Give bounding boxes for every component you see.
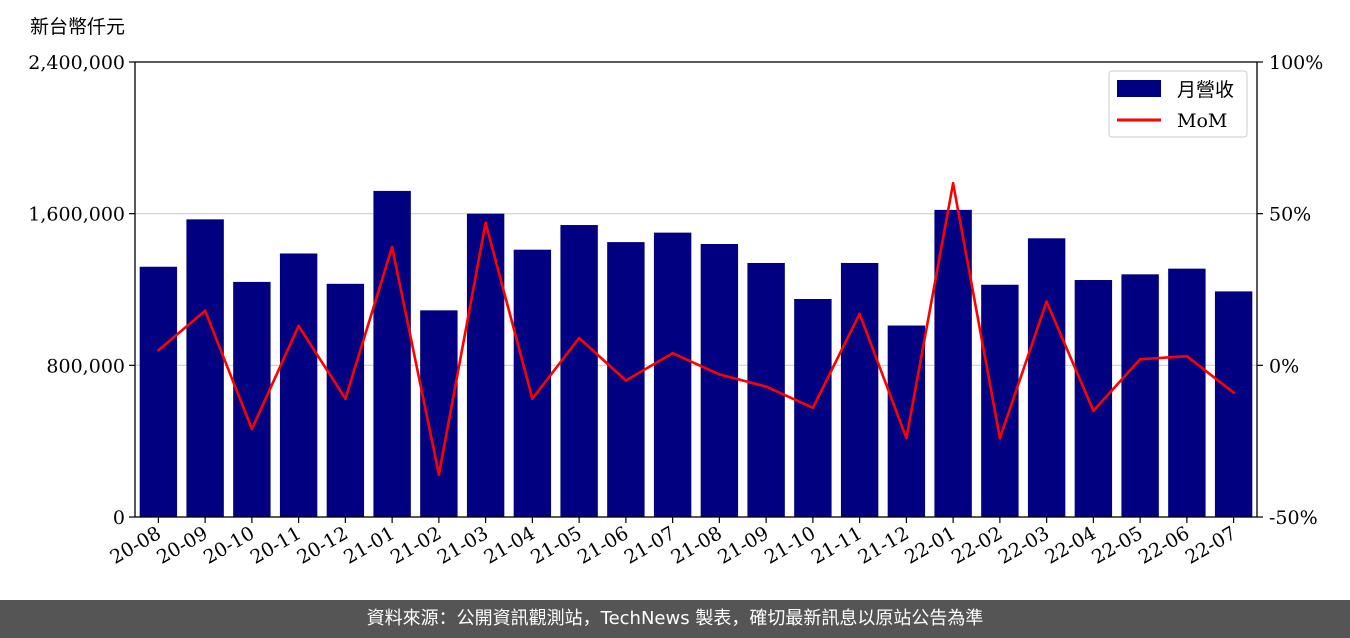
x-tick-label-20-09: 20-09 bbox=[153, 522, 211, 568]
left-tick-label-1: 800,000 bbox=[46, 355, 125, 377]
bar-22-04 bbox=[1074, 280, 1113, 517]
left-tick-label-0: 0 bbox=[113, 507, 125, 529]
bar-21-08 bbox=[700, 244, 739, 517]
x-tick-label-21-02: 21-02 bbox=[387, 522, 445, 568]
x-tick-label-22-05: 22-05 bbox=[1088, 522, 1146, 568]
mom-point-21-08 bbox=[718, 373, 721, 376]
mom-point-22-07 bbox=[1232, 391, 1235, 394]
bar-20-09 bbox=[186, 219, 224, 517]
bar-21-12 bbox=[887, 325, 926, 517]
bar-21-11 bbox=[840, 262, 879, 517]
bar-21-03 bbox=[466, 213, 505, 517]
mom-point-21-07 bbox=[671, 351, 674, 355]
plot-frame bbox=[134, 61, 1258, 518]
x-tick-label-21-04: 21-04 bbox=[480, 522, 538, 568]
mom-point-21-11 bbox=[858, 312, 861, 316]
x-axis-ticks: 20-0820-0920-1020-1120-1221-0121-0221-03… bbox=[106, 517, 1240, 569]
x-tick-label-21-07: 21-07 bbox=[621, 522, 679, 568]
right-tick-label-3: 100% bbox=[1269, 52, 1323, 74]
right-tick-label-2: 50% bbox=[1269, 204, 1311, 226]
mom-point-21-04 bbox=[531, 397, 534, 401]
right-tick-label-1: 0% bbox=[1269, 355, 1299, 377]
right-tick-label-0: -50% bbox=[1269, 507, 1318, 529]
right-axis-ticks: -50% 0% 50% 100% bbox=[1257, 52, 1323, 529]
mom-point-22-06 bbox=[1185, 354, 1189, 358]
mom-point-22-04 bbox=[1092, 409, 1095, 413]
left-tick-label-2: 1,600,000 bbox=[28, 204, 125, 226]
bar-series bbox=[139, 190, 1253, 517]
source-footer: 資料來源：公開資訊觀測站，TechNews 製表，確切最新訊息以原站公告為準 bbox=[0, 600, 1350, 638]
x-tick-label-21-08: 21-08 bbox=[667, 522, 725, 568]
x-tick-label-22-03: 22-03 bbox=[995, 522, 1053, 568]
x-tick-label-20-10: 20-10 bbox=[200, 522, 258, 568]
bar-20-08 bbox=[139, 266, 178, 517]
left-axis-ticks: 0 800,000 1,600,000 2,400,000 bbox=[28, 52, 135, 529]
bar-22-03 bbox=[1027, 238, 1066, 517]
mom-point-22-03 bbox=[1045, 300, 1048, 303]
bar-20-11 bbox=[279, 253, 318, 517]
bar-21-07 bbox=[653, 232, 692, 517]
x-tick-label-21-05: 21-05 bbox=[527, 522, 585, 568]
mom-point-21-01 bbox=[390, 245, 394, 249]
bar-21-01 bbox=[373, 190, 411, 517]
mom-point-20-09 bbox=[203, 309, 207, 313]
x-tick-label-21-10: 21-10 bbox=[761, 522, 819, 568]
x-tick-label-21-11: 21-11 bbox=[808, 522, 866, 568]
mom-point-20-10 bbox=[250, 427, 254, 431]
legend-bar-label: 月營收 bbox=[1177, 79, 1234, 101]
bar-22-01 bbox=[934, 209, 972, 517]
mom-point-22-01 bbox=[951, 182, 955, 185]
mom-point-21-12 bbox=[905, 436, 908, 440]
x-tick-label-21-06: 21-06 bbox=[574, 522, 632, 568]
x-tick-label-21-12: 21-12 bbox=[854, 522, 912, 568]
x-tick-label-22-06: 22-06 bbox=[1135, 522, 1193, 568]
x-tick-label-22-07: 22-07 bbox=[1182, 522, 1240, 568]
bar-22-06 bbox=[1168, 268, 1206, 517]
gridlines bbox=[135, 213, 1257, 366]
mom-point-21-02 bbox=[437, 473, 441, 476]
legend-bar-swatch bbox=[1117, 80, 1161, 97]
mom-point-21-05 bbox=[577, 336, 581, 340]
bar-21-05 bbox=[560, 225, 598, 517]
x-tick-label-20-12: 20-12 bbox=[293, 522, 351, 568]
mom-point-22-02 bbox=[998, 436, 1002, 440]
left-tick-label-3: 2,400,000 bbox=[28, 52, 125, 74]
mom-point-20-12 bbox=[344, 397, 347, 401]
mom-line-series bbox=[157, 182, 1235, 476]
bar-21-09 bbox=[747, 262, 785, 517]
x-tick-label-21-03: 21-03 bbox=[434, 522, 492, 568]
y-unit-label: 新台幣仟元 bbox=[30, 16, 125, 38]
mom-point-21-10 bbox=[811, 406, 815, 410]
bar-20-12 bbox=[326, 283, 365, 517]
mom-point-21-03 bbox=[484, 221, 487, 225]
axes bbox=[134, 61, 1258, 518]
mom-point-21-06 bbox=[624, 379, 628, 382]
mom-line bbox=[157, 182, 1235, 476]
mom-point-21-09 bbox=[764, 385, 768, 388]
x-tick-label-21-09: 21-09 bbox=[714, 522, 772, 568]
mom-point-22-05 bbox=[1138, 357, 1142, 361]
legend-line-label: MoM bbox=[1177, 110, 1227, 132]
mom-point-20-08 bbox=[157, 348, 160, 352]
bar-22-05 bbox=[1121, 274, 1159, 517]
x-tick-label-21-01: 21-01 bbox=[340, 522, 398, 568]
bar-22-07 bbox=[1214, 291, 1253, 517]
chart: 0 800,000 1,600,000 2,400,000 -50% 0% 50% 100%… bbox=[28, 16, 1323, 569]
legend: 月營收 MoM bbox=[1108, 70, 1248, 138]
x-tick-label-22-01: 22-01 bbox=[901, 522, 959, 568]
x-tick-label-20-11: 20-11 bbox=[247, 522, 305, 568]
x-tick-label-22-02: 22-02 bbox=[948, 522, 1006, 568]
mom-point-20-11 bbox=[297, 324, 300, 328]
x-tick-label-22-04: 22-04 bbox=[1041, 522, 1099, 568]
x-tick-label-20-08: 20-08 bbox=[106, 522, 164, 568]
